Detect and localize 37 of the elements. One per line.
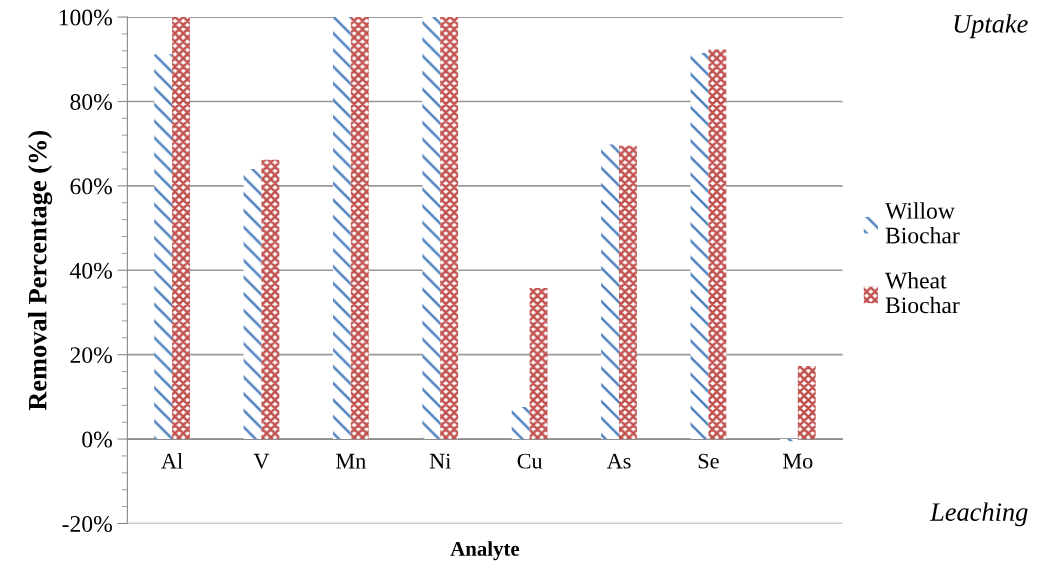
bar <box>440 17 459 440</box>
bar <box>601 144 620 440</box>
bar <box>797 366 816 440</box>
x-tick-label: Ni <box>429 453 451 469</box>
bar <box>243 168 262 440</box>
x-tick-label: Se <box>698 453 719 469</box>
bar <box>422 17 441 440</box>
bar <box>350 17 369 440</box>
y-tick-label: 100% <box>59 9 112 26</box>
x-tick-label: V <box>253 453 270 469</box>
bar <box>261 159 280 440</box>
x-tick-label: As <box>606 453 631 469</box>
y-axis-title: Removal Percentage (%) <box>28 130 53 411</box>
x-tick-label: Mn <box>336 453 366 469</box>
bar <box>619 145 637 440</box>
legend-label: Wheat Biochar <box>885 271 960 314</box>
bar <box>332 17 351 440</box>
y-tick-label: 60% <box>70 178 112 195</box>
y-tick-label: 20% <box>70 347 112 364</box>
bar <box>511 407 530 440</box>
bar <box>779 439 798 442</box>
y-tick-label: 40% <box>69 262 112 279</box>
bar <box>172 17 190 440</box>
legend-label: Willow Biochar <box>885 202 960 244</box>
bar <box>529 288 548 440</box>
text: Uptake <box>954 14 1028 39</box>
x-axis-title: Analyte <box>450 541 520 561</box>
bar <box>690 52 709 440</box>
y-tick-label: -20% <box>62 515 112 532</box>
bar <box>708 49 727 440</box>
x-tick-label: Mo <box>783 453 813 469</box>
y-tick-label: 80% <box>70 93 112 110</box>
x-tick-label: Cu <box>517 453 543 469</box>
text: Leaching <box>929 502 1028 527</box>
bar <box>154 54 173 440</box>
x-tick-label: Al <box>161 452 183 469</box>
y-tick-label: 0% <box>82 431 112 448</box>
